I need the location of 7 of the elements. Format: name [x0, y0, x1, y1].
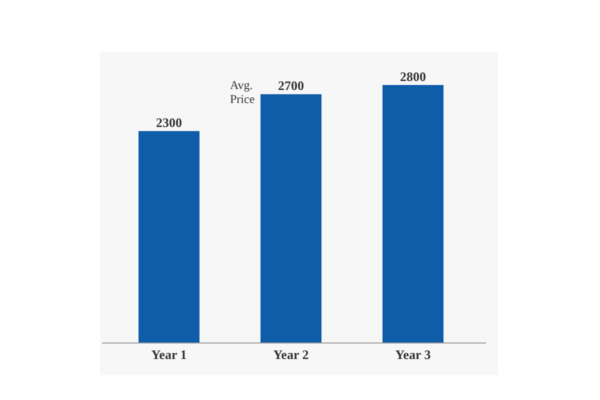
x-tick-label: Year 3: [395, 347, 432, 362]
x-tick-label: Year 2: [273, 347, 309, 362]
y-axis-title: Avg. Price: [230, 78, 255, 106]
x-tick-label: Year 1: [151, 347, 187, 362]
data-label: 2700: [278, 78, 304, 94]
data-label: 2800: [400, 69, 426, 84]
data-label: 2300: [156, 115, 182, 130]
